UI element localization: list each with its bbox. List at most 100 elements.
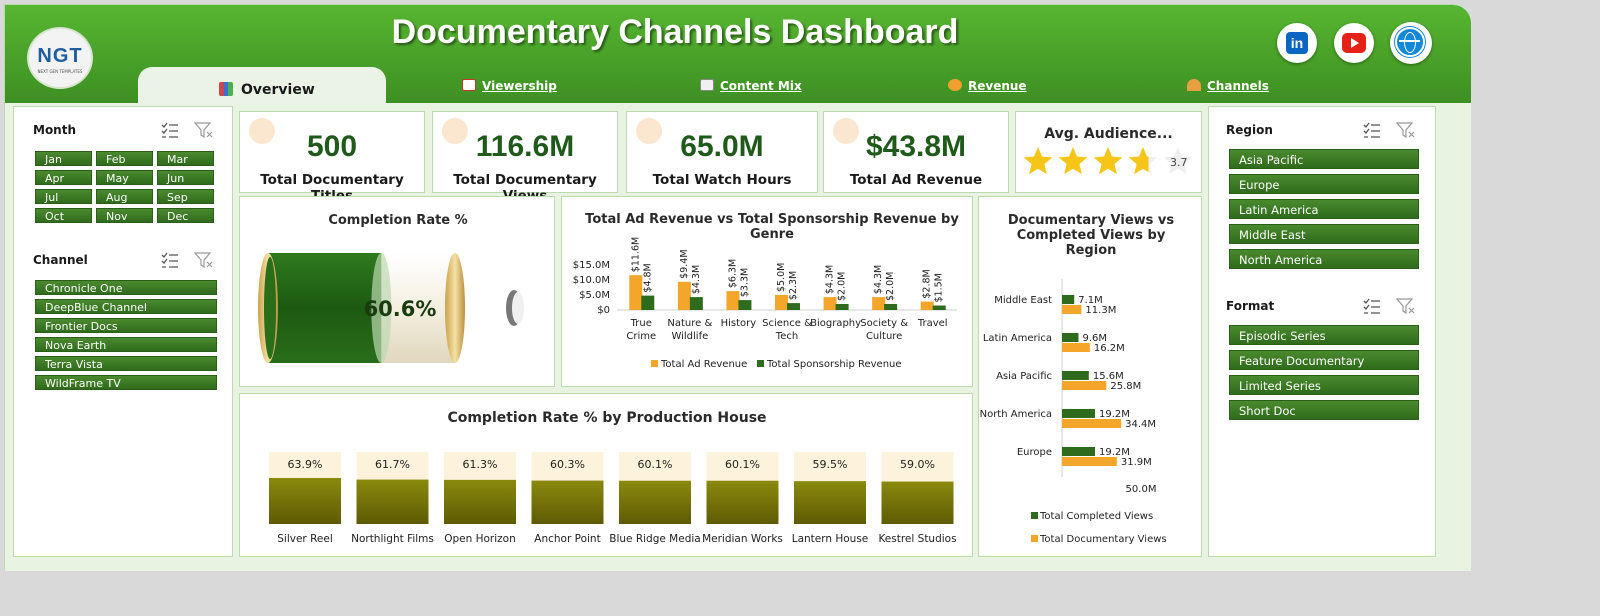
tab-revenue[interactable]: Revenue xyxy=(948,79,1027,93)
channel-button-nova-earth[interactable]: Nova Earth xyxy=(35,337,217,352)
website-button[interactable] xyxy=(1390,22,1432,64)
month-button-apr[interactable]: Apr xyxy=(35,170,92,185)
month-button-jan[interactable]: Jan xyxy=(35,151,92,166)
month-button-sep[interactable]: Sep xyxy=(157,189,214,204)
month-button-may[interactable]: May xyxy=(96,170,153,185)
month-button-mar[interactable]: Mar xyxy=(157,151,214,166)
bar-sponsorship xyxy=(835,304,849,310)
bar xyxy=(619,480,691,524)
clear-filter-icon[interactable] xyxy=(1396,121,1416,139)
data-label: $2.0M xyxy=(837,272,848,301)
x-tick-label: Travel xyxy=(917,318,948,329)
region-button-asia-pacific[interactable]: Asia Pacific xyxy=(1229,149,1419,169)
data-label: 60.1% xyxy=(638,458,673,471)
bar-views xyxy=(1062,305,1082,314)
y-tick-label: Middle East xyxy=(994,295,1052,306)
bar-sponsorship xyxy=(787,303,800,310)
clear-filter-icon[interactable] xyxy=(194,251,214,269)
month-button-aug[interactable]: Aug xyxy=(96,189,153,204)
kpi-value: 116.6M xyxy=(475,130,575,163)
completion-rate-panel: Completion Rate % 60.6% xyxy=(239,196,555,387)
data-label: $2.0M xyxy=(885,272,896,301)
battery-gauge: 60.6% xyxy=(258,253,524,363)
format-button-short-doc[interactable]: Short Doc xyxy=(1229,400,1419,420)
format-button-episodic-series[interactable]: Episodic Series xyxy=(1229,325,1419,345)
format-slicer-title: Format xyxy=(1226,299,1275,313)
tab-viewership[interactable]: Viewership xyxy=(462,79,557,93)
channel-button-wildframe-tv[interactable]: WildFrame TV xyxy=(35,375,217,390)
x-tick-label: Silver Reel xyxy=(277,533,333,545)
youtube-button[interactable] xyxy=(1334,23,1374,63)
month-button-nov[interactable]: Nov xyxy=(96,208,153,223)
data-label: $4.3M xyxy=(691,265,702,294)
star-icon xyxy=(1023,147,1053,175)
tab-overview[interactable] xyxy=(138,67,386,105)
bar-sponsorship xyxy=(932,305,946,310)
stopwatch-icon xyxy=(636,118,662,144)
bar-views xyxy=(1062,457,1117,466)
format-button-limited-series[interactable]: Limited Series xyxy=(1229,375,1419,395)
channel-button-deepblue-channel[interactable]: DeepBlue Channel xyxy=(35,299,217,314)
legend-label: Total Ad Revenue xyxy=(660,359,747,370)
star-icon xyxy=(1058,147,1088,175)
month-button-oct[interactable]: Oct xyxy=(35,208,92,223)
data-label: 19.2M xyxy=(1099,447,1130,458)
bar-views xyxy=(1062,419,1122,428)
data-label: 60.1% xyxy=(725,458,760,471)
bar-ad xyxy=(726,291,740,310)
x-tick-label: Blue Ridge Media xyxy=(609,533,700,545)
clear-filter-icon[interactable] xyxy=(1396,297,1416,315)
data-label: 7.1M xyxy=(1078,295,1103,306)
multi-select-icon[interactable] xyxy=(160,251,180,269)
data-label: 31.9M xyxy=(1121,457,1152,468)
month-button-jun[interactable]: Jun xyxy=(157,170,214,185)
linkedin-button[interactable]: in xyxy=(1277,23,1317,63)
bar-chart-icon xyxy=(219,82,233,96)
bar-completed xyxy=(1062,371,1089,380)
data-label: $6.3M xyxy=(727,259,738,288)
clipboard-icon xyxy=(700,79,714,91)
production-house-chart: 63.9% Silver Reel 61.7% Northlight Films 61.… xyxy=(269,452,957,545)
bar-sponsorship xyxy=(689,297,703,310)
x-tick-label: Culture xyxy=(866,331,902,342)
channel-button-terra-vista[interactable]: Terra Vista xyxy=(35,356,217,371)
region-button-europe[interactable]: Europe xyxy=(1229,174,1419,194)
tab-overview-label[interactable]: Overview xyxy=(219,82,315,98)
data-label: 25.8M xyxy=(1110,381,1141,392)
bar xyxy=(444,479,516,524)
x-tick-label: Lantern House xyxy=(792,533,869,545)
logo[interactable]: NGT NEXT GEN TEMPLATES xyxy=(27,27,93,89)
data-label: $1.5M xyxy=(934,273,945,302)
star-icon xyxy=(1128,147,1158,175)
chart-title: Completion Rate % xyxy=(328,213,468,228)
month-button-jul[interactable]: Jul xyxy=(35,189,92,204)
month-button-feb[interactable]: Feb xyxy=(96,151,153,166)
region-button-north-america[interactable]: North America xyxy=(1229,249,1419,269)
channel-button-frontier-docs[interactable]: Frontier Docs xyxy=(35,318,217,333)
tab-content-mix[interactable]: Content Mix xyxy=(700,79,802,93)
data-label: $4.3M xyxy=(873,265,884,294)
bar-ad xyxy=(872,297,886,310)
legend-swatch xyxy=(1031,535,1038,542)
region-button-latin-america[interactable]: Latin America xyxy=(1229,199,1419,219)
month-button-dec[interactable]: Dec xyxy=(157,208,214,223)
legend-label: Total Sponsorship Revenue xyxy=(766,359,902,370)
globe-icon xyxy=(1395,27,1425,57)
region-button-middle-east[interactable]: Middle East xyxy=(1229,224,1419,244)
bar-ad xyxy=(677,281,691,310)
multi-select-icon[interactable] xyxy=(1362,297,1382,315)
data-label: 63.9% xyxy=(288,458,323,471)
clear-filter-icon[interactable] xyxy=(194,121,214,139)
multi-select-icon[interactable] xyxy=(1362,121,1382,139)
format-button-feature-documentary[interactable]: Feature Documentary xyxy=(1229,350,1419,370)
legend-swatch xyxy=(1031,512,1038,519)
y-tick-label: $10.0M xyxy=(573,275,610,286)
rating-title: Avg. Audience... xyxy=(1044,126,1173,142)
chart-title: Completion Rate % by Production House xyxy=(447,410,767,426)
multi-select-icon[interactable] xyxy=(160,121,180,139)
channel-button-chronicle-one[interactable]: Chronicle One xyxy=(35,280,217,295)
bar-views xyxy=(1062,381,1107,390)
kpi-card-rating: Avg. Audience... 3.7 xyxy=(1015,111,1202,193)
tab-channels[interactable]: Channels xyxy=(1187,79,1269,93)
y-tick-label: $15.0M xyxy=(573,260,610,271)
